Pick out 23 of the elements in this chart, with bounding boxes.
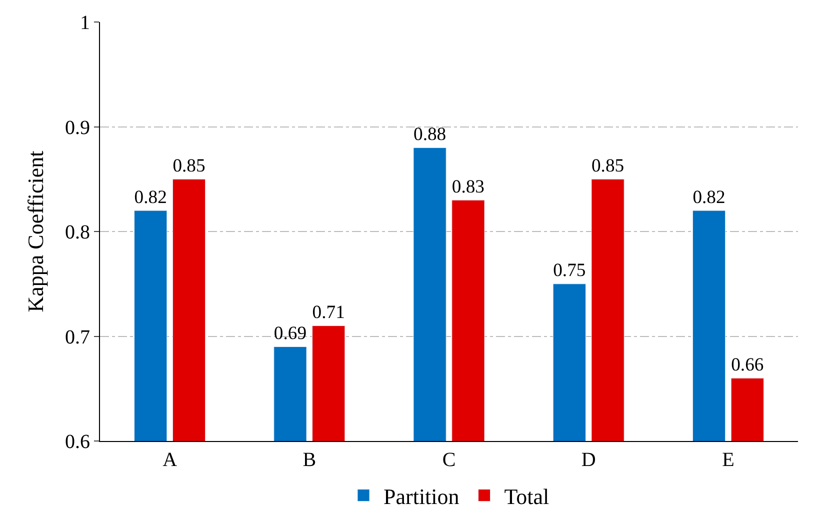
data-label: 0.82 [134, 186, 167, 208]
data-label: 0.66 [731, 354, 764, 376]
data-label: 0.82 [692, 186, 726, 208]
data-label: 0.85 [592, 155, 624, 176]
y-tick-label: 0.8 [65, 222, 90, 244]
y-tick-label: 0.6 [65, 431, 90, 453]
legend-label: Total [504, 484, 550, 509]
y-axis-title: Kappa Coefficient [22, 150, 48, 312]
legend-label: Partition [384, 484, 460, 509]
data-label: 0.85 [172, 155, 206, 176]
x-tick-label: A [162, 449, 178, 471]
y-tick-label: 0.9 [65, 116, 90, 139]
data-label: 0.83 [452, 176, 484, 198]
x-tick-label: D [581, 449, 596, 471]
data-label: 0.71 [312, 302, 345, 324]
data-label: 0.88 [414, 124, 446, 146]
x-tick-label: E [722, 449, 734, 471]
y-tick-label: 0.7 [65, 326, 90, 348]
x-tick-label: C [442, 449, 456, 471]
x-tick-label: B [302, 449, 316, 471]
y-tick-label: 1 [80, 12, 90, 34]
data-label: 0.69 [274, 323, 306, 344]
data-label: 0.75 [553, 260, 586, 282]
